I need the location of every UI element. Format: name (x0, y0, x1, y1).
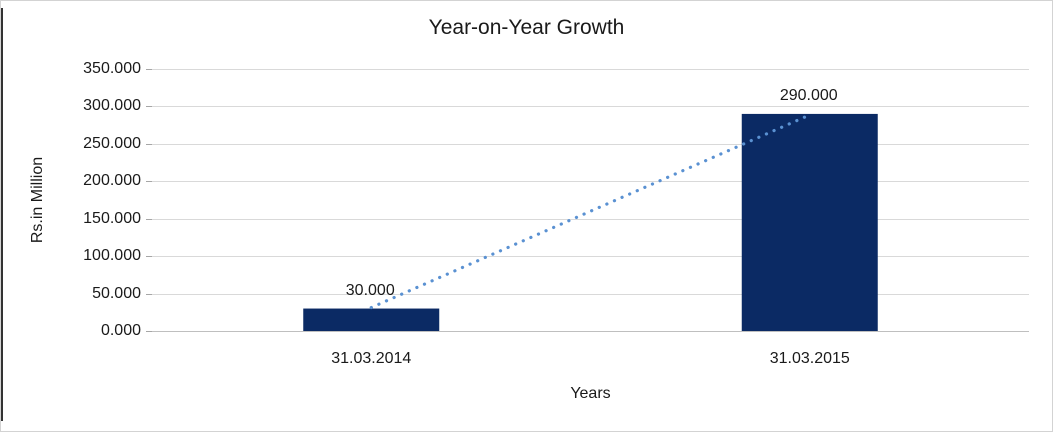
x-axis-title: Years (570, 385, 611, 402)
bar-value-label: 30.000 (345, 281, 395, 299)
bar-value-label: 290.000 (779, 86, 838, 104)
y-tick-label: 150.000 (83, 210, 141, 227)
left-edge-line (1, 8, 3, 421)
y-tick-label: 250.000 (83, 135, 141, 152)
x-tick-label: 31.03.2015 (769, 350, 850, 367)
chart-title: Year-on-Year Growth (428, 16, 625, 39)
y-tick-label: 0.000 (100, 322, 141, 339)
y-tick-label: 50.000 (92, 285, 141, 302)
trendline (369, 113, 812, 310)
x-tick-label: 31.03.2014 (331, 350, 412, 367)
y-tick-label: 200.000 (83, 172, 141, 189)
y-tick-label: 350.000 (83, 60, 141, 77)
bar-31.03.2014 (303, 308, 440, 331)
y-tick-label: 100.000 (83, 247, 141, 264)
bar-31.03.2015 (741, 113, 878, 332)
y-tick-label: 300.000 (83, 97, 141, 114)
